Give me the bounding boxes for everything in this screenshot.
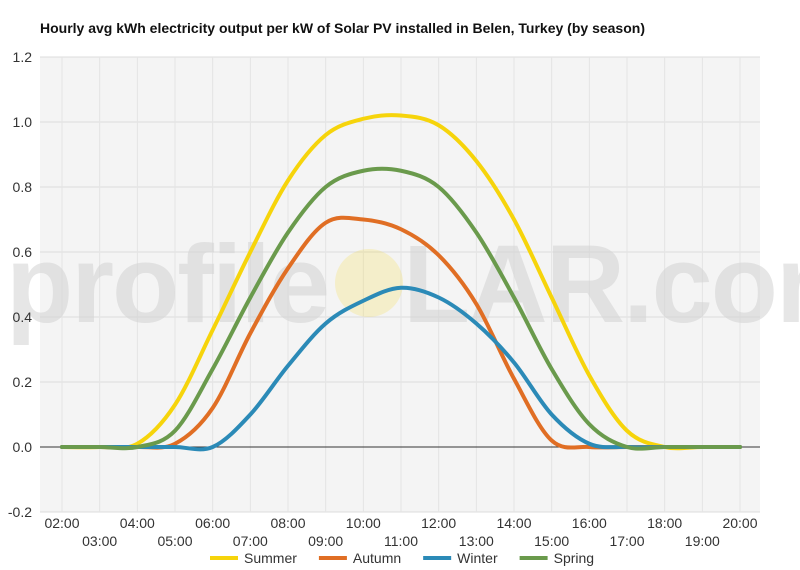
plot-area [40, 57, 760, 512]
legend: Summer Autumn Winter Spring [210, 550, 594, 566]
y-tick-label: 0.8 [13, 179, 33, 195]
x-tick-label: 08:00 [270, 515, 305, 531]
x-tick-label: 14:00 [496, 515, 531, 531]
x-tick-label: 02:00 [44, 515, 79, 531]
watermark-sun-icon [335, 249, 403, 317]
x-tick-label: 15:00 [534, 533, 569, 549]
x-tick-label: 16:00 [572, 515, 607, 531]
series-line-summer [60, 113, 742, 451]
x-tick-label: 18:00 [647, 515, 682, 531]
y-tick-label: 0.2 [13, 374, 33, 390]
y-axis-tick-labels: -0.2 0.0 0.2 0.4 0.6 0.8 1.0 1.2 [8, 49, 32, 520]
x-tick-label: 03:00 [82, 533, 117, 549]
series-lines [60, 113, 742, 452]
x-tick-label: 10:00 [346, 515, 381, 531]
y-tick-label: 0.6 [13, 244, 33, 260]
y-tick-label: -0.2 [8, 504, 32, 520]
x-tick-label: 20:00 [722, 515, 757, 531]
legend-label-winter: Winter [457, 550, 498, 566]
legend-label-spring: Spring [554, 550, 594, 566]
legend-label-summer: Summer [244, 550, 297, 566]
series-line-spring [60, 166, 742, 451]
x-tick-label: 13:00 [459, 533, 494, 549]
y-tick-label: 0.4 [13, 309, 33, 325]
grid [40, 56, 760, 513]
chart-title: Hourly avg kWh electricity output per kW… [40, 20, 645, 36]
x-tick-label: 07:00 [233, 533, 268, 549]
x-tick-label: 06:00 [195, 515, 230, 531]
watermark-right-text: LAR.com [403, 223, 800, 346]
x-tick-label: 17:00 [609, 533, 644, 549]
x-tick-label: 19:00 [685, 533, 720, 549]
x-tick-label: 05:00 [157, 533, 192, 549]
x-tick-label: 09:00 [308, 533, 343, 549]
watermark: profile LAR.com [6, 223, 800, 346]
y-tick-label: 1.0 [13, 114, 33, 130]
y-tick-label: 1.2 [13, 49, 33, 65]
legend-label-autumn: Autumn [353, 550, 401, 566]
x-tick-label: 04:00 [120, 515, 155, 531]
x-axis-tick-labels: 02:0003:0004:0005:0006:0007:0008:0009:00… [44, 515, 757, 549]
y-tick-label: 0.0 [13, 439, 33, 455]
x-tick-label: 11:00 [384, 533, 418, 549]
x-tick-label: 12:00 [421, 515, 456, 531]
